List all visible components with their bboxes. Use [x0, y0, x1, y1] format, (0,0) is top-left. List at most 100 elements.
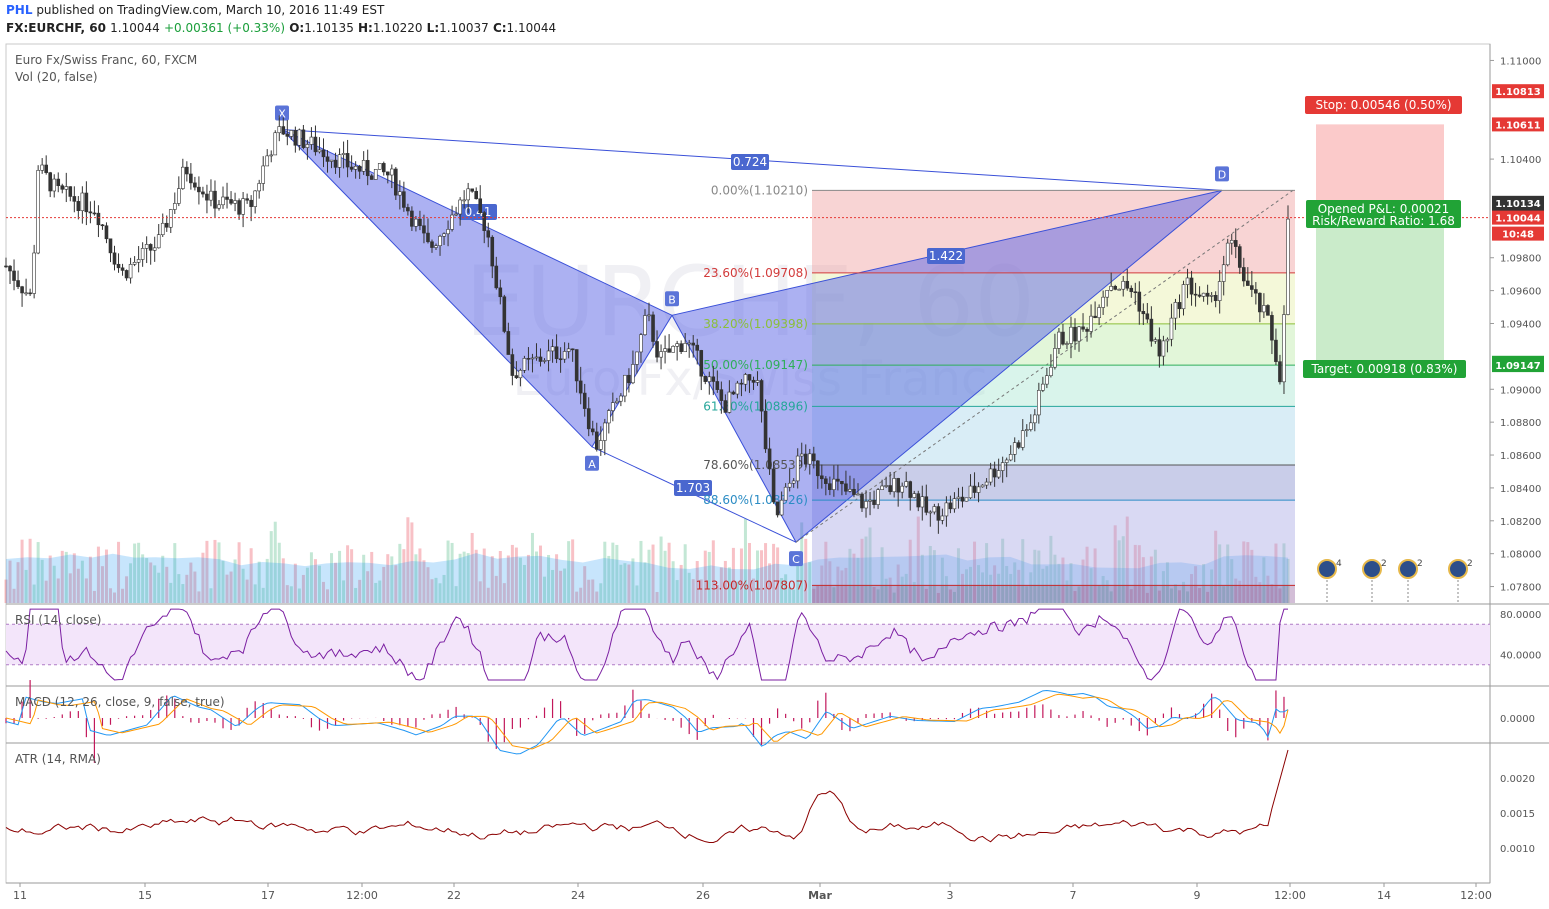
volume-bar	[193, 571, 197, 603]
candle-body	[1270, 315, 1274, 341]
time-tick-label: 22	[447, 889, 461, 902]
volume-bar	[346, 545, 350, 603]
candle-body	[1250, 285, 1254, 290]
candle-body	[832, 478, 836, 490]
volume-bar	[273, 521, 277, 603]
candle-body	[1185, 277, 1190, 285]
volume-bar	[1001, 538, 1005, 603]
volume-bar	[189, 562, 193, 603]
volume-bar	[1153, 549, 1157, 603]
candle-body	[980, 484, 985, 488]
ratio-badge	[731, 154, 769, 170]
candle-body	[631, 364, 635, 384]
volume-bar	[1186, 591, 1190, 603]
event-badge	[1317, 559, 1337, 579]
candle-body	[32, 252, 36, 294]
candle-body	[759, 380, 764, 412]
volume-bar	[1105, 580, 1109, 603]
candle-body	[1028, 422, 1033, 430]
fib-label: 50.00%(1.09147)	[703, 358, 808, 372]
volume-bar	[1117, 540, 1121, 603]
volume-bar	[928, 545, 932, 603]
candle-body	[277, 126, 282, 134]
candle-body	[104, 225, 109, 240]
candle-body	[803, 453, 808, 465]
candle-body	[168, 209, 173, 228]
volume-bar	[824, 541, 828, 603]
volume-bar	[655, 591, 659, 603]
candle-body	[478, 198, 483, 213]
candle-body	[916, 493, 921, 508]
volume-bar	[703, 550, 707, 603]
candle-body	[52, 178, 57, 192]
candle-body	[639, 334, 643, 353]
candle-body	[502, 296, 507, 332]
volume-bar	[663, 550, 667, 603]
candle-body	[703, 375, 708, 382]
candle-body	[426, 232, 430, 243]
volume-bar	[808, 562, 812, 603]
candle-body	[828, 483, 832, 490]
rsi-label: RSI (14, close)	[15, 613, 102, 627]
candle-body	[245, 198, 249, 201]
candle-body	[1016, 442, 1021, 448]
volume-bar	[418, 548, 422, 603]
candle-body	[365, 160, 370, 177]
candle-body	[574, 349, 579, 382]
candle-body	[172, 203, 177, 210]
brand-name[interactable]: PHL	[6, 3, 33, 17]
volume-bar	[12, 588, 16, 603]
volume-bar	[836, 566, 840, 603]
candle-body	[1073, 326, 1077, 342]
volume-bar	[28, 538, 32, 603]
candle-body	[735, 382, 740, 395]
volume-bar	[792, 589, 796, 603]
candle-body	[128, 264, 133, 279]
candle-body	[498, 287, 503, 298]
candle-body	[418, 218, 422, 227]
candle-body	[1053, 348, 1057, 368]
time-tick-label: 24	[571, 889, 585, 902]
macd-line	[5, 689, 1289, 755]
volume-ma-area	[6, 553, 1288, 603]
pattern-point-label: D	[1218, 168, 1226, 181]
candle-body	[1149, 318, 1154, 342]
volume-bar	[68, 573, 72, 603]
volume-bar	[788, 587, 792, 603]
volume-bar	[567, 541, 571, 603]
candle-body	[494, 265, 499, 289]
high-label: H:	[358, 21, 373, 35]
volume-bar	[217, 542, 221, 603]
volume-bar	[80, 560, 84, 603]
candle-body	[1229, 240, 1234, 244]
candle-body	[611, 402, 615, 411]
candle-body	[1069, 326, 1073, 344]
volume-bar	[285, 585, 289, 603]
volume-bar	[145, 558, 149, 603]
candle-body	[699, 350, 704, 377]
volume-bar	[88, 556, 92, 603]
volume-bar	[1033, 549, 1037, 603]
volume-bar	[342, 580, 346, 603]
volume-bar	[1017, 569, 1021, 603]
candle-body	[683, 343, 687, 353]
volume-bar	[547, 554, 551, 603]
candle-body	[185, 166, 189, 175]
candle-body	[345, 153, 350, 168]
candle-body	[241, 198, 245, 215]
volume-bar	[177, 574, 181, 603]
pattern-point-label: X	[278, 107, 286, 120]
volume-bar	[1073, 591, 1077, 603]
volume-bar	[76, 568, 80, 603]
volume-bar	[1149, 556, 1153, 603]
volume-bar	[438, 583, 442, 603]
candle-body	[956, 496, 961, 499]
symbol-name[interactable]: FX:EURCHF, 60	[6, 21, 106, 35]
candle-body	[848, 488, 852, 492]
volume-bar	[981, 572, 985, 603]
pattern-point-badge	[665, 291, 679, 307]
volume-bar	[643, 562, 647, 603]
volume-bar	[121, 588, 125, 603]
candle-body	[1049, 366, 1053, 377]
